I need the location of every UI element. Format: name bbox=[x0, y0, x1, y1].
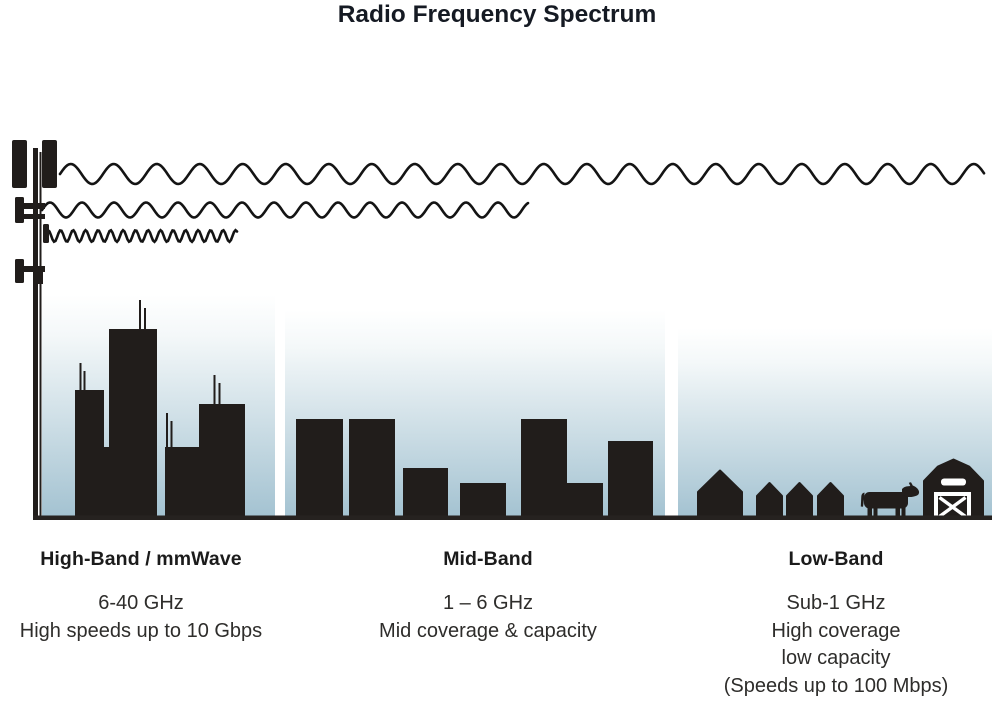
city-skyline-icon bbox=[75, 300, 245, 518]
rural-scene bbox=[697, 469, 844, 519]
band-line: 1 – 6 GHz bbox=[442, 592, 534, 614]
band-line: Mid coverage & capacity bbox=[379, 619, 597, 642]
antenna-panel bbox=[42, 140, 57, 188]
radio-wave-low-band-icon bbox=[58, 162, 986, 186]
band-line: Sub-1 GHz bbox=[786, 592, 886, 614]
band-heading: Low-Band bbox=[788, 548, 884, 570]
band-line: low capacity bbox=[781, 647, 891, 669]
band-heading: Mid-Band bbox=[443, 548, 533, 570]
radio-wave-mid-band-icon bbox=[40, 201, 530, 219]
antenna-panel bbox=[12, 140, 27, 188]
band-line: High coverage bbox=[771, 619, 901, 642]
antenna-panel bbox=[43, 224, 49, 243]
barn-icon bbox=[923, 458, 984, 519]
band-label-high-band: High-Band / mmWave 6-40 GHz High speeds … bbox=[11, 548, 271, 645]
cell-tower-icon bbox=[12, 140, 57, 520]
cow-icon bbox=[860, 482, 920, 518]
antenna-panel bbox=[15, 259, 24, 283]
radio-wave-high-band-icon bbox=[43, 228, 239, 244]
page-title: Radio Frequency Spectrum bbox=[337, 1, 657, 28]
midrise-buildings-icon bbox=[296, 419, 653, 518]
band-line: (Speeds up to 100 Mbps) bbox=[723, 674, 949, 697]
band-label-low-band: Low-Band Sub-1 GHz High coverage low cap… bbox=[706, 548, 966, 700]
band-line: 6-40 GHz bbox=[98, 592, 184, 614]
band-heading: High-Band / mmWave bbox=[40, 548, 242, 570]
band-line: High speeds up to 10 Gbps bbox=[19, 619, 263, 642]
band-label-mid-band: Mid-Band 1 – 6 GHz Mid coverage & capaci… bbox=[358, 548, 618, 645]
antenna-panel bbox=[15, 197, 24, 223]
ground-line bbox=[33, 515, 992, 520]
